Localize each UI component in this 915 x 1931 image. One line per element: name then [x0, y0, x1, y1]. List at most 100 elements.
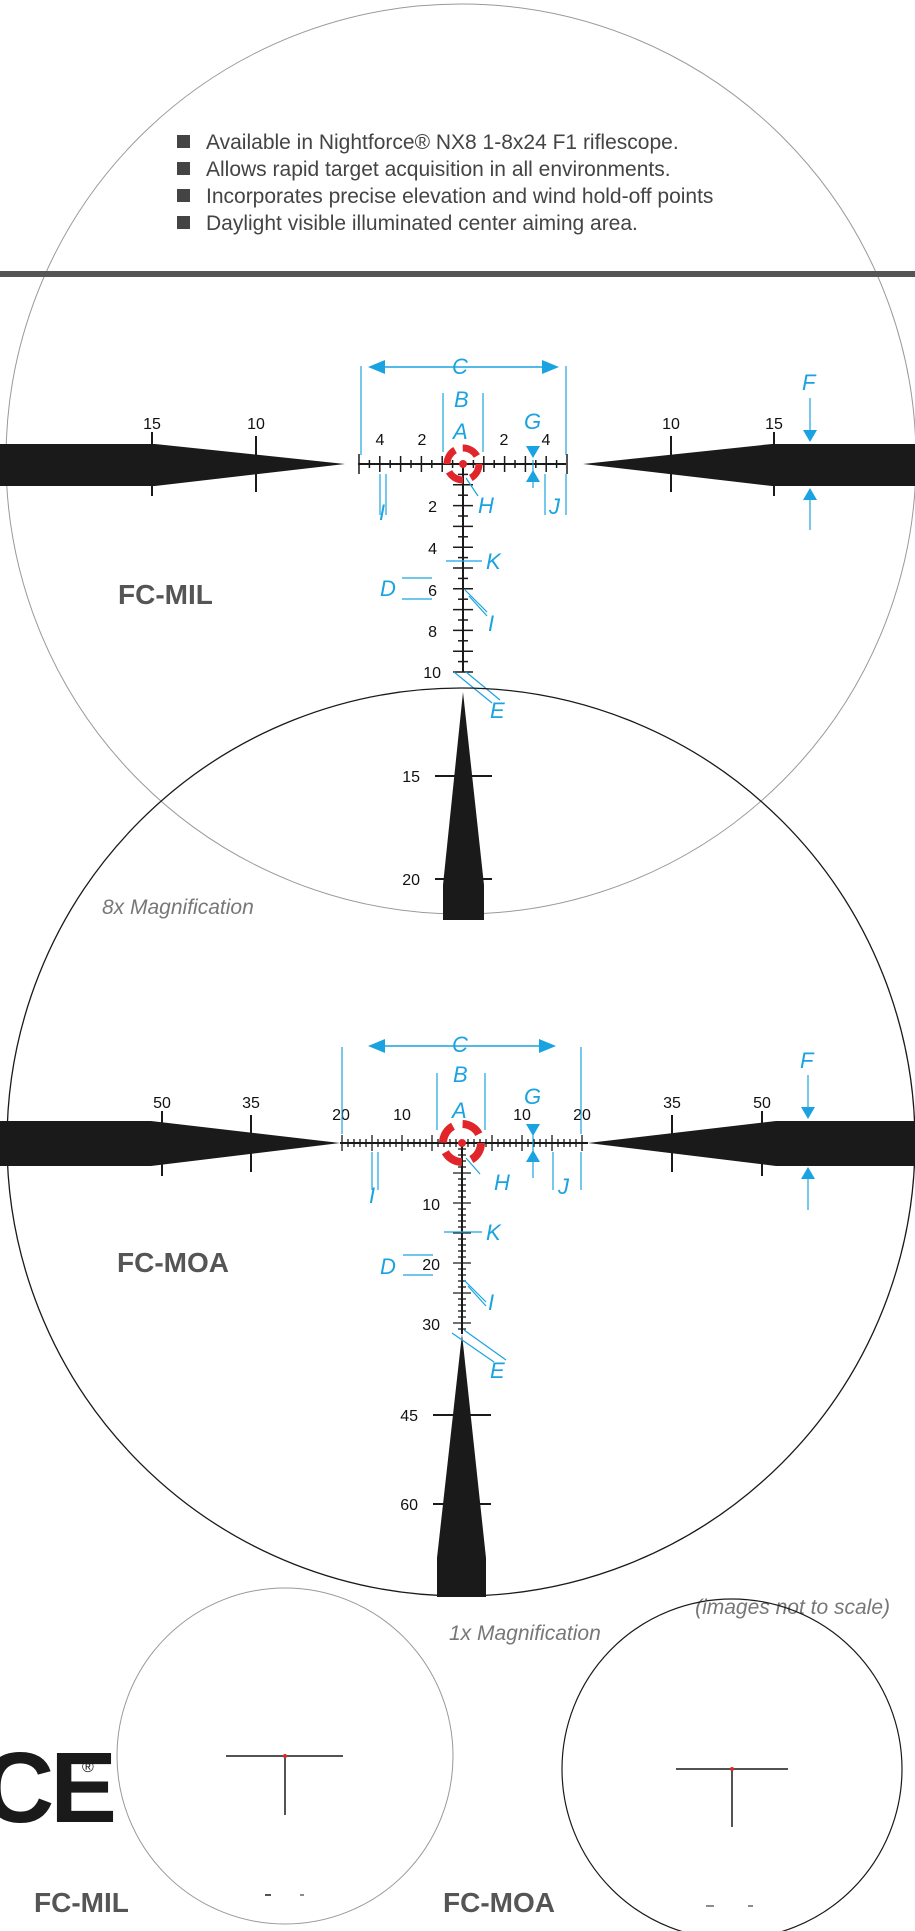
arrow-head — [368, 1039, 385, 1053]
arrow-head — [368, 360, 385, 374]
feature-list: Available in Nightforce® NX8 1-8x24 F1 r… — [177, 131, 713, 235]
callout-line — [463, 1279, 487, 1303]
tick-label: 50 — [753, 1095, 771, 1112]
tick-label: 15 — [402, 769, 420, 786]
tick-label: 35 — [242, 1095, 260, 1112]
brand-logo-fragment: CE — [0, 1732, 113, 1844]
small-circle-mil — [116, 1587, 454, 1925]
tick-label: 10 — [513, 1107, 531, 1124]
tick-label: 15 — [143, 416, 161, 433]
callout-j: J — [557, 1174, 570, 1199]
illuminated-center-ring — [443, 444, 483, 484]
callout-k: K — [486, 1220, 502, 1245]
right-post — [583, 444, 915, 486]
callout-line — [464, 589, 488, 613]
tick-label: 20 — [332, 1107, 350, 1124]
small-reticle-moa — [676, 1768, 788, 1907]
tick-label: 2 — [500, 432, 509, 449]
tick-label: 30 — [422, 1317, 440, 1334]
tick-label: 35 — [663, 1095, 681, 1112]
arrow-head — [801, 1167, 815, 1179]
callout-d: D — [380, 576, 396, 601]
tick-label: 15 — [765, 416, 783, 433]
feature-item: Available in Nightforce® NX8 1-8x24 F1 r… — [206, 131, 679, 154]
feature-item: Incorporates precise elevation and wind … — [206, 185, 713, 208]
tick-label: 45 — [400, 1408, 418, 1425]
tick-label: 10 — [423, 665, 441, 682]
fc-moa-title: FC-MOA — [117, 1247, 229, 1278]
callout-a: A — [450, 1098, 467, 1123]
registered-mark: ® — [82, 1759, 94, 1776]
bullet-square — [177, 162, 190, 175]
tick-label: 4 — [376, 432, 385, 449]
bullet-square — [177, 216, 190, 229]
tick-label: 50 — [153, 1095, 171, 1112]
arrow-head — [542, 360, 559, 374]
callout-i: I — [488, 611, 494, 636]
section-divider — [0, 271, 915, 277]
callout-line — [463, 1329, 507, 1361]
fc-moa-callouts — [341, 1047, 809, 1363]
callout-line — [453, 671, 493, 704]
callout-i: I — [379, 500, 385, 525]
callout-line — [451, 1332, 495, 1363]
left-post — [0, 444, 345, 486]
callout-line — [468, 595, 488, 617]
fc-moa-reticle: 50 35 20 10 10 20 35 50 10 20 30 45 60 — [0, 1095, 915, 1597]
fc-mil-arrows — [368, 360, 817, 500]
tick-label: 20 — [402, 872, 420, 889]
arrow-head — [803, 430, 817, 442]
magnification-8x-label: 8x Magnification — [102, 896, 254, 919]
callout-f: F — [802, 370, 817, 395]
moa-hash-marks — [341, 1135, 583, 1330]
callout-c: C — [452, 1032, 468, 1057]
small-reticle-mil — [226, 1755, 343, 1896]
callout-f: F — [800, 1048, 815, 1073]
callout-b: B — [453, 1062, 468, 1087]
fc-mil-reticle: 15 10 4 2 2 4 10 15 2 4 6 8 10 15 20 — [0, 416, 915, 920]
callout-e: E — [490, 1358, 505, 1383]
callout-line — [465, 1157, 481, 1175]
small-center-dot — [283, 1754, 287, 1758]
right-post — [588, 1121, 915, 1166]
callout-b: B — [454, 387, 469, 412]
callout-e: E — [490, 698, 505, 723]
callout-i: I — [369, 1183, 375, 1208]
tick-label: 4 — [542, 432, 551, 449]
bottom-title-mil: FC-MIL — [34, 1887, 129, 1918]
callout-h: H — [494, 1170, 510, 1195]
bullet-square — [177, 189, 190, 202]
feature-item: Daylight visible illuminated center aimi… — [206, 212, 638, 235]
callout-c: C — [452, 354, 468, 379]
tick-label: 2 — [428, 499, 437, 516]
bottom-post — [437, 1334, 486, 1597]
tick-label: 8 — [428, 624, 437, 641]
arrow-head — [526, 470, 540, 482]
tick-label: 10 — [393, 1107, 411, 1124]
callout-j: J — [548, 494, 561, 519]
illuminated-center-dot — [459, 460, 467, 468]
illuminated-center-dot — [458, 1139, 466, 1147]
bottom-post — [443, 692, 484, 920]
callout-line — [465, 477, 479, 497]
fc-moa-arrows — [368, 1039, 815, 1179]
callout-i: I — [488, 1290, 494, 1315]
tick-label: 10 — [247, 416, 265, 433]
tick-label: 6 — [428, 583, 437, 600]
feature-item: Allows rapid target acquisition in all e… — [206, 158, 671, 181]
callout-h: H — [478, 493, 494, 518]
callout-line — [465, 671, 501, 701]
arrow-head — [526, 1124, 540, 1136]
arrow-head — [539, 1039, 556, 1053]
small-circle-moa — [561, 1598, 903, 1931]
bullet-square — [177, 135, 190, 148]
callout-g: G — [524, 1084, 541, 1109]
left-post — [0, 1121, 340, 1166]
callout-a: A — [451, 419, 468, 444]
callout-d: D — [380, 1254, 396, 1279]
mil-hash-marks — [358, 454, 568, 673]
fc-mil-title: FC-MIL — [118, 579, 213, 610]
tick-label: 10 — [662, 416, 680, 433]
callout-g: G — [524, 409, 541, 434]
